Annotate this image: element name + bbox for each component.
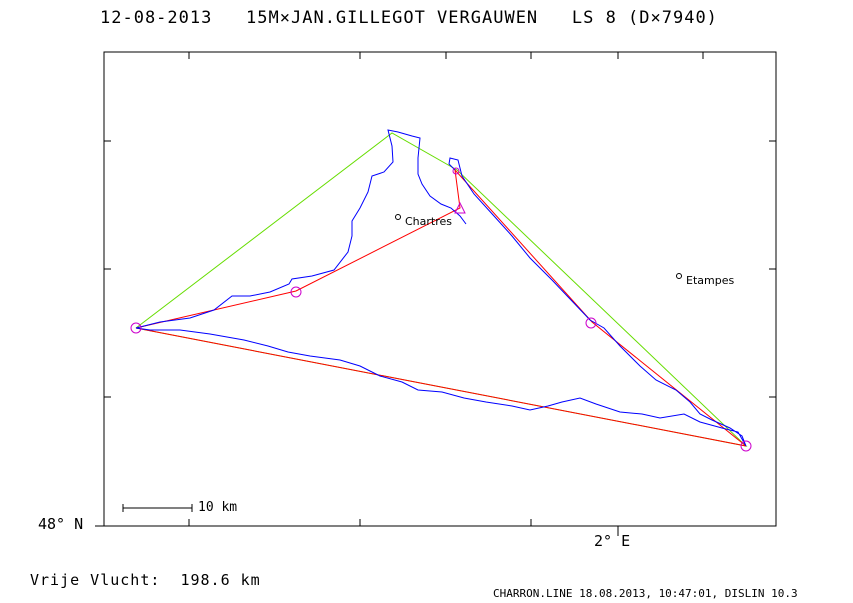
turnpoint-start [130,322,142,334]
page-title: 12-08-2013 15M×JAN.GILLEGOT VERGAUWEN LS… [100,8,718,28]
turnpoint-3 [452,167,460,175]
city-label-chartres: Chartres [405,215,453,228]
turnpoints [130,167,752,452]
scale-bar-label: 10 km [198,500,238,515]
longitude-label: 2° E [594,532,631,550]
footer-info: CHARRON.LINE 18.08.2013, 10:47:01, DISLI… [493,587,798,600]
city-marker-etampes [676,273,682,279]
scale-bar [122,504,193,512]
axis-ticks [95,52,776,536]
turnpoint-2-triangle [454,201,466,214]
city-marker-chartres [395,214,401,220]
latitude-label: 48° N [38,515,84,533]
turnpoint-4 [585,317,597,329]
turnpoint-finish [740,440,752,452]
turnpoint-1 [290,286,302,298]
map-frame [103,51,777,527]
city-label-etampes: Etampes [686,274,735,287]
triangle-line [135,132,748,447]
flight-track [135,129,747,447]
task-line [135,168,747,447]
distance-result: Vrije Vlucht: 198.6 km [30,571,261,589]
